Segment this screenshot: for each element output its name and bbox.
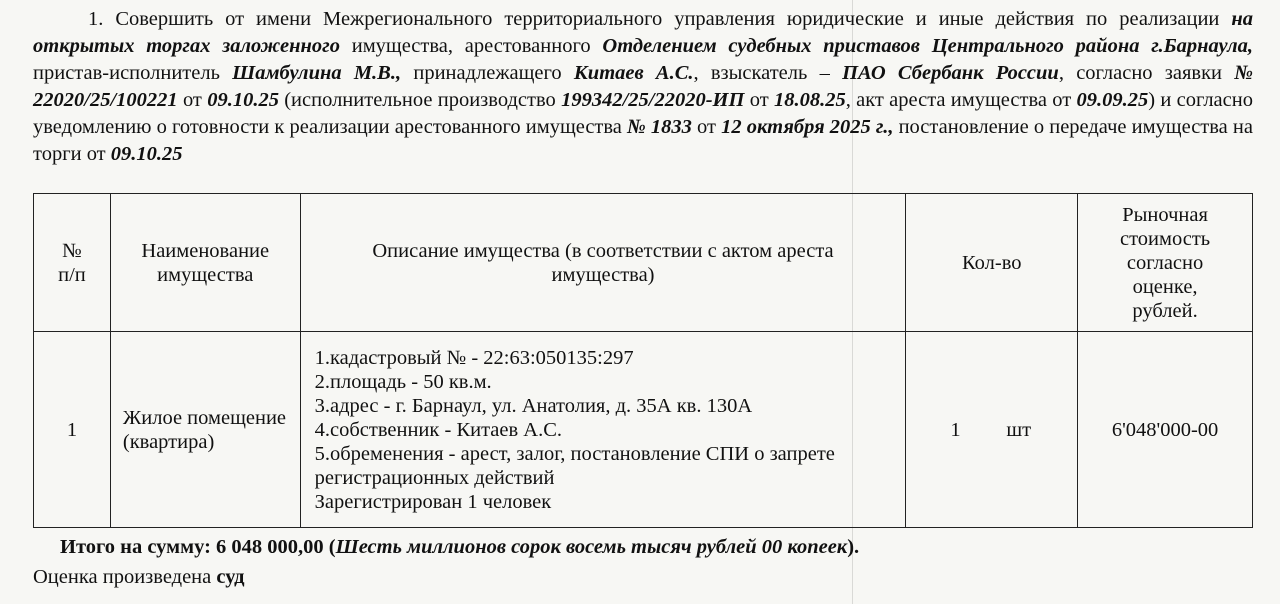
desc-line: 5.обременения - арест, залог, постановле… <box>314 442 835 489</box>
text: от <box>177 89 208 111</box>
row-number: 1 <box>33 331 111 528</box>
text: ) и согласно уведомлению о готовности к … <box>33 89 1253 138</box>
header-quantity: Кол-во <box>905 193 1079 332</box>
text: (исполнительное производство <box>278 89 562 111</box>
claimant: ПАО Сбербанк России <box>842 62 1059 84</box>
text: принадлежащего <box>401 62 574 84</box>
property-table: № п/п Наименование имущества Описание им… <box>33 193 1253 528</box>
arrest-date: 09.09.25 <box>1076 89 1149 111</box>
text: имущества, арестованного <box>339 35 603 57</box>
total-end: ). <box>847 536 860 558</box>
quantity-cell: 1 шт <box>905 331 1079 528</box>
total-in-words: Шесть миллионов сорок восемь тысяч рубле… <box>335 536 848 558</box>
bailiff-name: Шамбулина М.В., <box>232 62 402 84</box>
note-text: Оценка произведена <box>33 566 217 588</box>
text: от <box>744 89 774 111</box>
text: , акт ареста имущества от <box>845 89 1077 111</box>
notice-date: 12 октября 2025 г., <box>721 116 894 138</box>
text: , согласно заявки <box>1058 62 1235 84</box>
desc-line: 3.адрес - г. Барнаул, ул. Анатолия, д. 3… <box>314 394 753 417</box>
text: 1. Совершить от имени Межрегионального т… <box>88 8 1232 30</box>
notice-number: № 1833 <box>627 116 692 138</box>
header-number: № п/п <box>33 193 111 332</box>
case-date: 18.08.25 <box>773 89 846 111</box>
request-number: № 22020/25/100221 <box>33 62 1254 111</box>
market-value: 6'048'000-00 <box>1077 331 1253 528</box>
owner-name: Китаев А.С. <box>573 62 694 84</box>
desc-line: 2.площадь - 50 кв.м. <box>314 370 492 393</box>
text: постановление о передаче имущества на то… <box>33 116 1253 165</box>
total-label: Итого на сумму: 6 048 000,00 ( <box>60 536 336 558</box>
transfer-date: 09.10.25 <box>110 143 183 165</box>
unit: шт <box>1006 418 1032 441</box>
header-description: Описание имущества (в соответствии с акт… <box>299 193 907 332</box>
property-description: 1.кадастровый № - 22:63:050135:297 2.пло… <box>299 331 907 528</box>
assessment-note: Оценка произведена суд <box>33 566 245 589</box>
quantity: 1 <box>950 418 961 441</box>
instruction-paragraph: 1. Совершить от имени Межрегионального т… <box>33 6 1253 168</box>
total-sum: Итого на сумму: 6 048 000,00 (Шесть милл… <box>60 536 859 559</box>
text: пристав-исполнитель <box>33 62 233 84</box>
note-bold: суд <box>216 566 245 588</box>
case-number: 199342/25/22020-ИП <box>561 89 745 111</box>
text: от <box>691 116 722 138</box>
request-date: 09.10.25 <box>207 89 279 111</box>
table-row: 1 Жилое помещение (квартира) 1.кадастров… <box>33 331 1253 528</box>
header-name: Наименование имущества <box>109 193 301 332</box>
desc-line: 4.собственник - Китаев А.С. <box>314 418 563 441</box>
table-header-row: № п/п Наименование имущества Описание им… <box>33 193 1253 332</box>
header-market-value: Рыночная стоимость согласно оценке, рубл… <box>1077 193 1253 332</box>
property-name: Жилое помещение (квартира) <box>109 331 301 528</box>
text: , взыскатель – <box>693 62 843 84</box>
desc-line: Зарегистрирован 1 человек <box>314 490 552 513</box>
emphasis: на открытых торгах заложенного <box>33 8 1253 57</box>
bailiff-department: Отделением судебных приставов Центрально… <box>602 35 1253 57</box>
desc-line: 1.кадастровый № - 22:63:050135:297 <box>314 346 634 369</box>
